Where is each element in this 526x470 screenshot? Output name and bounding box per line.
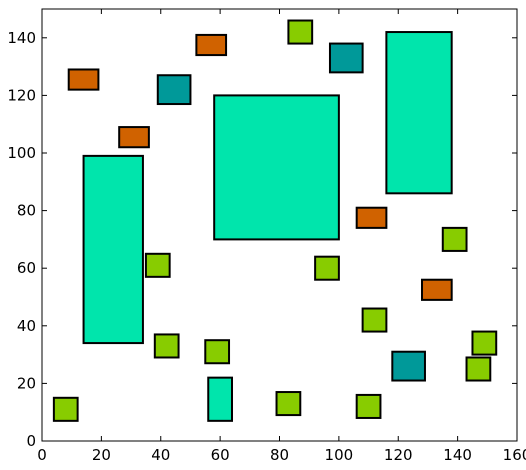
- y-tick-label: 100: [7, 144, 36, 162]
- y-tick-label: 80: [17, 202, 36, 220]
- x-tick-label: 80: [270, 446, 289, 464]
- x-tick-label: 40: [151, 446, 170, 464]
- y-tick-label: 140: [7, 29, 36, 47]
- data-rect-lime-5: [153, 333, 180, 359]
- data-rect-orange-17: [118, 126, 150, 149]
- y-tick-label: 60: [17, 259, 36, 277]
- data-rect-lime-12: [361, 307, 388, 333]
- data-rect-orange-19: [355, 206, 388, 229]
- data-rect-orange-20: [421, 278, 453, 301]
- data-rect-orange-18: [195, 33, 228, 57]
- data-rect-teal-green-1: [213, 94, 340, 241]
- data-rect-lime-4: [52, 396, 79, 422]
- x-tick-label: 140: [443, 446, 472, 464]
- tick-labels: 0 20 40 60 80 100 120 140 160 0 20 40 60 80 100 120 140: [7, 29, 526, 464]
- x-tick-label: 100: [325, 446, 354, 464]
- data-rect-lime-15: [471, 330, 498, 356]
- data-rect-lime-13: [441, 226, 468, 252]
- data-rect-dark-teal-23: [391, 350, 426, 382]
- data-rect-teal-green-0: [82, 154, 144, 345]
- y-tick-label: 120: [7, 86, 36, 104]
- data-rect-lime-9: [287, 19, 314, 45]
- x-tick-label: 120: [384, 446, 413, 464]
- y-tick-label: 0: [26, 432, 36, 450]
- data-rect-lime-8: [275, 391, 302, 417]
- y-tick-label: 20: [17, 374, 36, 392]
- data-rect-dark-teal-21: [156, 74, 192, 106]
- data-rect-orange-16: [67, 68, 100, 91]
- data-rect-lime-6: [144, 252, 171, 278]
- data-rect-lime-11: [355, 393, 382, 419]
- x-tick-label: 20: [92, 446, 111, 464]
- x-tick-label: 160: [503, 446, 526, 464]
- data-rect-teal-green-3: [207, 376, 233, 422]
- y-tick-label: 40: [17, 317, 36, 335]
- x-tick-label: 60: [211, 446, 230, 464]
- data-rect-lime-14: [465, 356, 492, 382]
- data-rect-dark-teal-22: [328, 42, 364, 74]
- data-rectangles: [52, 19, 498, 422]
- data-rect-teal-green-2: [385, 31, 453, 195]
- data-rect-lime-10: [314, 255, 340, 281]
- x-tick-label: 0: [37, 446, 47, 464]
- axis-ticks: [41, 9, 518, 442]
- data-rect-lime-7: [204, 339, 231, 365]
